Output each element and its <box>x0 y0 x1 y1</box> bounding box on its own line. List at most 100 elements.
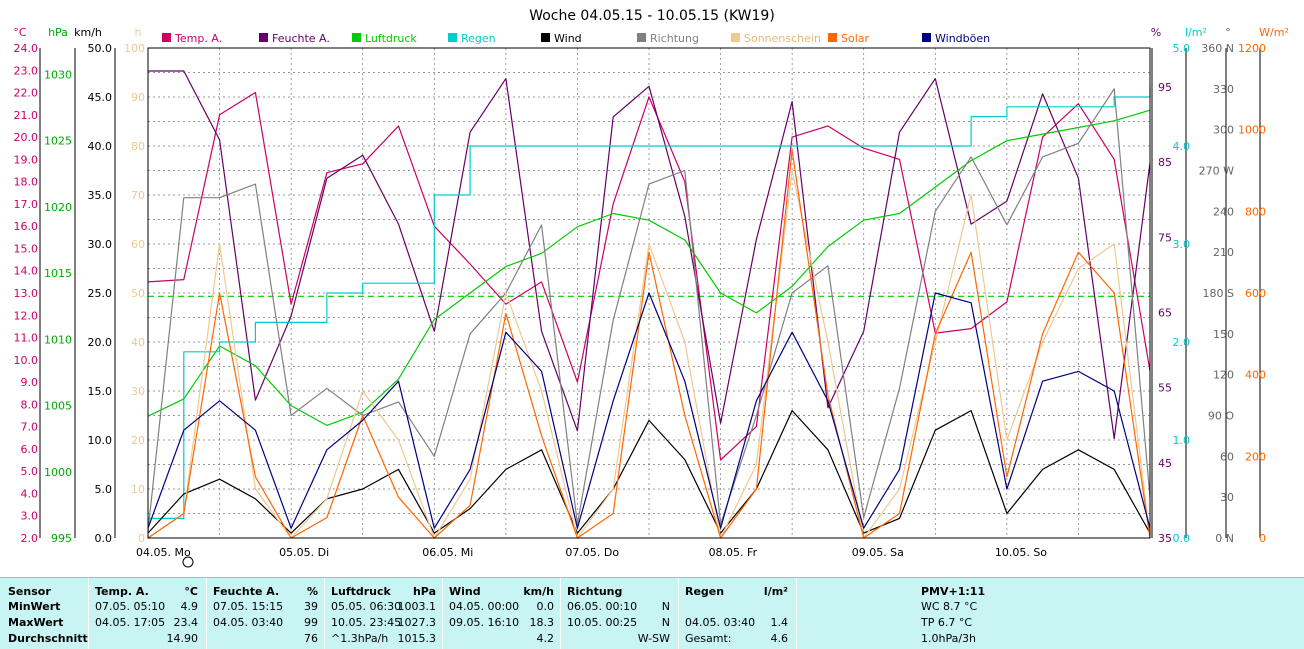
series-line-solar <box>147 149 1151 539</box>
left-axis-tick-label: 20.0 <box>14 131 39 144</box>
left-axis-tick-label: 9.0 <box>21 376 39 389</box>
pmv-pressure-trend: 1.0hPa/3h <box>921 632 977 645</box>
hum-title: Feuchte A. <box>213 585 280 598</box>
right-axis-tick-label: 1000 <box>1238 124 1266 137</box>
legend-swatch <box>637 33 646 42</box>
right-axis-unit: W/m² <box>1259 26 1289 39</box>
left-axis-tick-label: 1000 <box>44 466 72 479</box>
right-axis-tick-label: 1200 <box>1238 42 1266 55</box>
left-axis-tick-label: 17.0 <box>14 198 39 211</box>
left-axis-tick-label: 1005 <box>44 400 72 413</box>
left-axis-tick-label: 10 <box>131 483 145 496</box>
x-day-label: 06.05. Mi <box>422 546 473 559</box>
right-axis-tick-label: 3.0 <box>1173 238 1191 251</box>
right-axis-tick-label: 0 <box>1259 532 1266 545</box>
stats-direction-column: Richtung 06.05. 00:10 N 10.05. 00:25 N W-S… <box>560 578 678 649</box>
press-trend: ^1.3hPa/h <box>331 632 389 645</box>
left-axis-tick-label: 8.0 <box>21 398 39 411</box>
left-axis-tick-label: 14.0 <box>14 265 39 278</box>
temp-max-date: 04.05. 17:05 <box>95 616 166 629</box>
right-axis-tick-label: 600 <box>1245 287 1266 300</box>
x-day-label: 07.05. Do <box>565 546 619 559</box>
left-axis-tick-label: 1020 <box>44 201 72 214</box>
legend-label: Solar <box>841 32 870 45</box>
wind-title: Wind <box>449 585 481 598</box>
left-axis-tick-label: 40 <box>131 336 145 349</box>
legend-swatch <box>541 33 550 42</box>
press-unit: hPa <box>412 585 436 598</box>
left-axis-tick-label: 30 <box>131 385 145 398</box>
stats-wind-column: Wind km/h 04.05. 00:00 0.0 09.05. 16:10 18.… <box>442 578 560 649</box>
left-axis-tick-label: 5.0 <box>95 483 113 496</box>
series-line-feuchte-a <box>148 70 1151 440</box>
left-axis-tick-label: 4.0 <box>21 487 39 500</box>
left-axis-tick-label: 1015 <box>44 267 72 280</box>
left-axis-tick-label: 15.0 <box>88 385 113 398</box>
legend-label: Luftdruck <box>365 32 417 45</box>
dir-max-date: 10.05. 00:25 <box>567 616 638 629</box>
press-max-value: 1027.3 <box>397 616 437 629</box>
wind-avg-value: 4.2 <box>536 632 555 645</box>
temp-max-value: 23.4 <box>173 616 199 629</box>
left-axis-unit: hPa <box>48 26 68 39</box>
left-axis-tick-label: 40.0 <box>88 140 113 153</box>
right-axis-tick-label: 330 <box>1213 83 1234 96</box>
right-axis-tick-label: 0.0 <box>1173 532 1191 545</box>
right-axis-tick-label: 90 O <box>1208 410 1234 423</box>
wind-min-value: 0.0 <box>536 600 555 613</box>
series-line-richtung <box>147 88 1151 532</box>
right-axis-tick-label: 800 <box>1245 205 1266 218</box>
x-day-label: 09.05. Sa <box>852 546 904 559</box>
press-min-value: 1003.1 <box>397 600 437 613</box>
series-line-wind <box>147 410 1151 534</box>
left-axis-tick-label: 6.0 <box>21 443 39 456</box>
plot-frame <box>147 47 1151 539</box>
left-axis-tick-label: 2.0 <box>21 532 39 545</box>
rain-max-date: 04.05. 03:40 <box>685 616 756 629</box>
press-avg-value: 1015.3 <box>397 632 437 645</box>
legend-swatch <box>162 33 171 42</box>
right-axis-tick-label: 75 <box>1158 231 1172 244</box>
temp-title: Temp. A. <box>95 585 149 598</box>
right-axis-tick-label: 180 S <box>1203 287 1234 300</box>
legend-label: Regen <box>461 32 496 45</box>
right-axis-unit: ° <box>1225 26 1231 39</box>
right-axis-tick-label: 4.0 <box>1173 140 1191 153</box>
legend-swatch <box>448 33 457 42</box>
series-line-windb-en <box>147 292 1151 529</box>
pmv-windchill: WC 8.7 °C <box>921 600 978 613</box>
statistics-panel: Sensor MinWert MaxWert Durchschnitt Temp… <box>0 577 1304 649</box>
wind-min-date: 04.05. 00:00 <box>449 600 520 613</box>
legend-label: Feuchte A. <box>272 32 330 45</box>
rain-unit: l/m² <box>763 585 788 598</box>
left-axis-tick-label: 23.0 <box>14 64 39 77</box>
right-axis-tick-label: 55 <box>1158 382 1172 395</box>
temp-unit: °C <box>184 585 198 598</box>
left-axis-tick-label: 0.0 <box>95 532 113 545</box>
right-axis-unit: % <box>1151 26 1161 39</box>
right-axis-tick-label: 0 N <box>1215 532 1234 545</box>
current-time-marker <box>182 556 194 568</box>
left-axis-tick-label: 3.0 <box>21 510 39 523</box>
x-axis-day-labels: 04.05. Mo 05.05. Di 06.05. Mi 07.05. Do 08.0… <box>136 546 1047 559</box>
stats-temp-column: Temp. A. °C 07.05. 05:10 4.9 04.05. 17:05 2… <box>88 578 206 649</box>
wind-max-value: 18.3 <box>529 616 555 629</box>
left-axis-tick-label: 50.0 <box>88 42 113 55</box>
dir-min-date: 06.05. 00:10 <box>567 600 638 613</box>
left-axis-tick-label: 15.0 <box>14 242 39 255</box>
stats-pressure-column: Luftdruck hPa 05.05. 06:30 1003.1 10.05. 2… <box>324 578 442 649</box>
hum-avg-value: 76 <box>304 632 318 645</box>
left-axis-tick-label: 10.0 <box>14 354 39 367</box>
left-axis-tick-label: 35.0 <box>88 189 113 202</box>
left-axis-tick-label: 90 <box>131 91 145 104</box>
rain-total-value: 4.6 <box>770 632 789 645</box>
left-axis-tick-label: 10.0 <box>88 434 113 447</box>
chart-title: Woche 04.05.15 - 10.05.15 (KW19) <box>529 8 775 24</box>
legend-label: Temp. A. <box>174 32 222 45</box>
durchschnitt-label: Durchschnitt <box>8 632 88 645</box>
wind-max-date: 09.05. 16:10 <box>449 616 520 629</box>
stats-sensor-column: Sensor MinWert MaxWert Durchschnitt <box>0 578 88 649</box>
right-axis-tick-label: 35 <box>1158 532 1172 545</box>
left-axis-tick-label: 22.0 <box>14 87 39 100</box>
